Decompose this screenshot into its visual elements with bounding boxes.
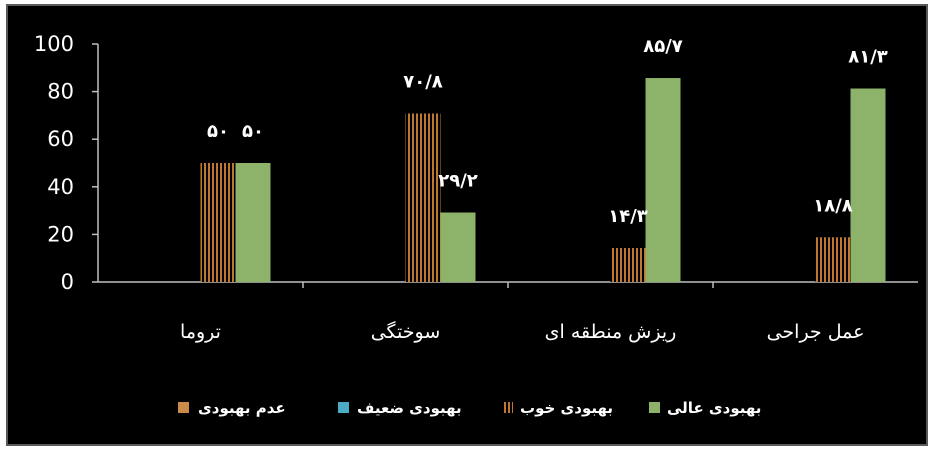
bar bbox=[200, 163, 236, 282]
legend-swatch bbox=[338, 402, 349, 413]
legend-swatch bbox=[502, 402, 513, 413]
legend-label: بهبودی خوب bbox=[520, 399, 613, 417]
bar bbox=[440, 212, 476, 282]
x-category-label: تروما bbox=[180, 321, 221, 343]
y-tick-label: 80 bbox=[47, 80, 74, 104]
data-label: ۵۰ bbox=[242, 121, 264, 142]
x-category-label: عمل جراحی bbox=[767, 321, 865, 343]
data-label: ۱۸/۸ bbox=[813, 195, 853, 216]
legend-swatch bbox=[178, 402, 189, 413]
legend-label: عدم بهبودی bbox=[198, 399, 286, 417]
x-category-label: سوختگی bbox=[371, 320, 441, 343]
legend-label: بهبودی عالی bbox=[667, 399, 761, 417]
legend-swatch bbox=[649, 402, 660, 413]
y-tick-label: 100 bbox=[34, 32, 74, 56]
y-tick-label: 0 bbox=[61, 270, 74, 294]
data-label: ۸۱/۳ bbox=[848, 47, 888, 68]
bar bbox=[610, 247, 646, 282]
legend-label: بهبودی ضعیف bbox=[357, 399, 462, 417]
data-label: ۷۰/۸ bbox=[403, 71, 443, 92]
y-tick-label: 20 bbox=[47, 222, 74, 246]
data-label: ۸۵/۷ bbox=[643, 36, 683, 57]
bar bbox=[405, 113, 441, 282]
y-tick-label: 40 bbox=[47, 175, 74, 199]
data-label: ۲۹/۲ bbox=[438, 171, 478, 192]
y-tick-label: 60 bbox=[47, 127, 74, 151]
bar bbox=[235, 163, 271, 282]
data-label: ۱۴/۳ bbox=[608, 206, 648, 227]
bar bbox=[850, 88, 886, 282]
bars bbox=[200, 78, 886, 282]
bar bbox=[815, 237, 851, 282]
legend: عدم بهبودی بهبودی ضعیف بهبودی خوب بهبودی عا… bbox=[178, 399, 761, 417]
data-labels: ۵۰ ۷۰/۸ ۱۴/۳ ۱۸/۸ ۵۰ ۲۹/۲ ۸۵/۷ ۸۱/۳ bbox=[207, 36, 888, 227]
x-category-label: ریزش منطقه ای bbox=[545, 321, 677, 343]
bar bbox=[645, 78, 681, 282]
data-label: ۵۰ bbox=[207, 121, 229, 142]
